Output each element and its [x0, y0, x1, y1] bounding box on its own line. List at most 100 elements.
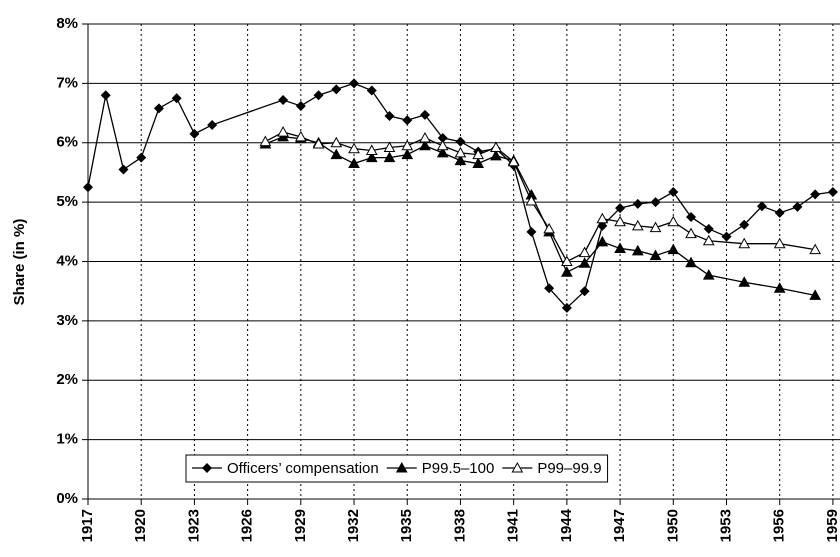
x-tick-label: 1926	[239, 509, 256, 542]
data-point	[614, 242, 626, 253]
legend-marker	[202, 463, 212, 473]
data-point	[739, 219, 750, 230]
data-point	[278, 95, 289, 105]
data-point	[330, 148, 343, 160]
x-tick-label: 1941	[505, 509, 522, 542]
data-point	[615, 203, 626, 214]
y-tick-label: 0%	[56, 490, 78, 507]
data-point	[100, 90, 111, 101]
y-tick-label: 1%	[56, 431, 78, 448]
data-point	[738, 276, 751, 287]
data-point	[561, 255, 573, 266]
x-tick-label: 1923	[185, 509, 202, 542]
data-point	[631, 219, 644, 231]
x-tick-label: 1956	[771, 509, 788, 542]
data-point	[650, 197, 661, 208]
data-point	[312, 137, 325, 149]
y-tick-label: 6%	[56, 134, 78, 151]
data-point	[383, 151, 396, 163]
data-point	[277, 126, 289, 137]
data-point	[525, 194, 538, 206]
series-line	[265, 131, 816, 263]
data-point	[649, 249, 662, 261]
data-point	[809, 243, 822, 255]
data-point	[579, 286, 590, 297]
y-axis-label: Share (in %)	[11, 219, 28, 306]
data-point	[809, 289, 822, 300]
x-tick-label: 1944	[558, 508, 575, 542]
data-point	[455, 136, 466, 147]
data-point	[507, 155, 520, 167]
data-point	[667, 243, 680, 255]
data-point	[472, 148, 485, 160]
data-point	[756, 201, 767, 212]
legend-label: P99–99.9	[537, 460, 601, 477]
data-point	[561, 302, 572, 313]
data-point	[454, 146, 467, 158]
data-point	[348, 142, 360, 154]
data-point	[578, 246, 591, 258]
data-point	[632, 198, 643, 209]
data-point	[365, 151, 378, 163]
data-point	[402, 115, 413, 126]
x-tick-label: 1920	[132, 509, 149, 542]
data-point	[827, 187, 838, 198]
x-tick-label: 1947	[611, 509, 628, 542]
data-point	[331, 84, 342, 95]
data-point	[774, 207, 785, 218]
data-point	[526, 226, 537, 237]
data-point	[189, 128, 200, 139]
x-tick-label: 1917	[79, 509, 96, 542]
y-tick-label: 5%	[56, 193, 78, 210]
x-tick-label: 1929	[292, 509, 309, 542]
y-tick-label: 7%	[56, 74, 78, 91]
x-tick-label: 1935	[398, 509, 415, 542]
data-point	[295, 100, 306, 111]
data-point	[649, 221, 662, 233]
data-point	[437, 133, 448, 143]
data-point	[614, 215, 626, 227]
data-point	[419, 139, 431, 151]
legend: Officers’ compensation P99.5–100 P99–99.9	[185, 454, 609, 483]
data-point	[490, 141, 502, 152]
data-point	[490, 149, 502, 161]
y-tick-label: 2%	[56, 371, 78, 388]
y-tick-label: 8%	[56, 15, 78, 32]
data-point	[436, 146, 449, 158]
y-tick-label: 3%	[56, 312, 78, 329]
data-point	[631, 244, 644, 256]
data-point	[685, 256, 697, 268]
x-tick-label: 1938	[451, 509, 468, 542]
data-point	[83, 182, 93, 193]
data-point	[401, 139, 414, 151]
data-point	[544, 283, 555, 294]
legend-marker	[395, 461, 408, 473]
data-point	[171, 93, 182, 104]
data-point	[561, 266, 573, 277]
data-point	[259, 135, 272, 147]
data-point	[703, 223, 714, 234]
legend-label: P99.5–100	[422, 460, 495, 477]
series-line	[87, 82, 833, 309]
legend-label: Officers’ compensation	[227, 460, 379, 477]
data-point	[419, 109, 430, 120]
x-tick-label: 1953	[717, 509, 734, 542]
data-point	[136, 152, 147, 163]
data-point	[596, 212, 609, 224]
data-point	[792, 201, 803, 212]
data-point	[419, 131, 431, 143]
data-point	[773, 282, 786, 293]
data-point	[365, 144, 378, 155]
data-point	[454, 154, 467, 166]
x-tick-label: 1959	[824, 509, 840, 542]
data-point	[686, 211, 697, 222]
x-tick-label: 1932	[345, 509, 362, 542]
data-point	[313, 90, 324, 101]
data-point	[294, 130, 307, 142]
data-point	[596, 235, 609, 247]
data-point	[738, 237, 751, 249]
data-point	[348, 157, 360, 169]
data-point	[118, 164, 129, 175]
legend-box	[185, 454, 609, 483]
